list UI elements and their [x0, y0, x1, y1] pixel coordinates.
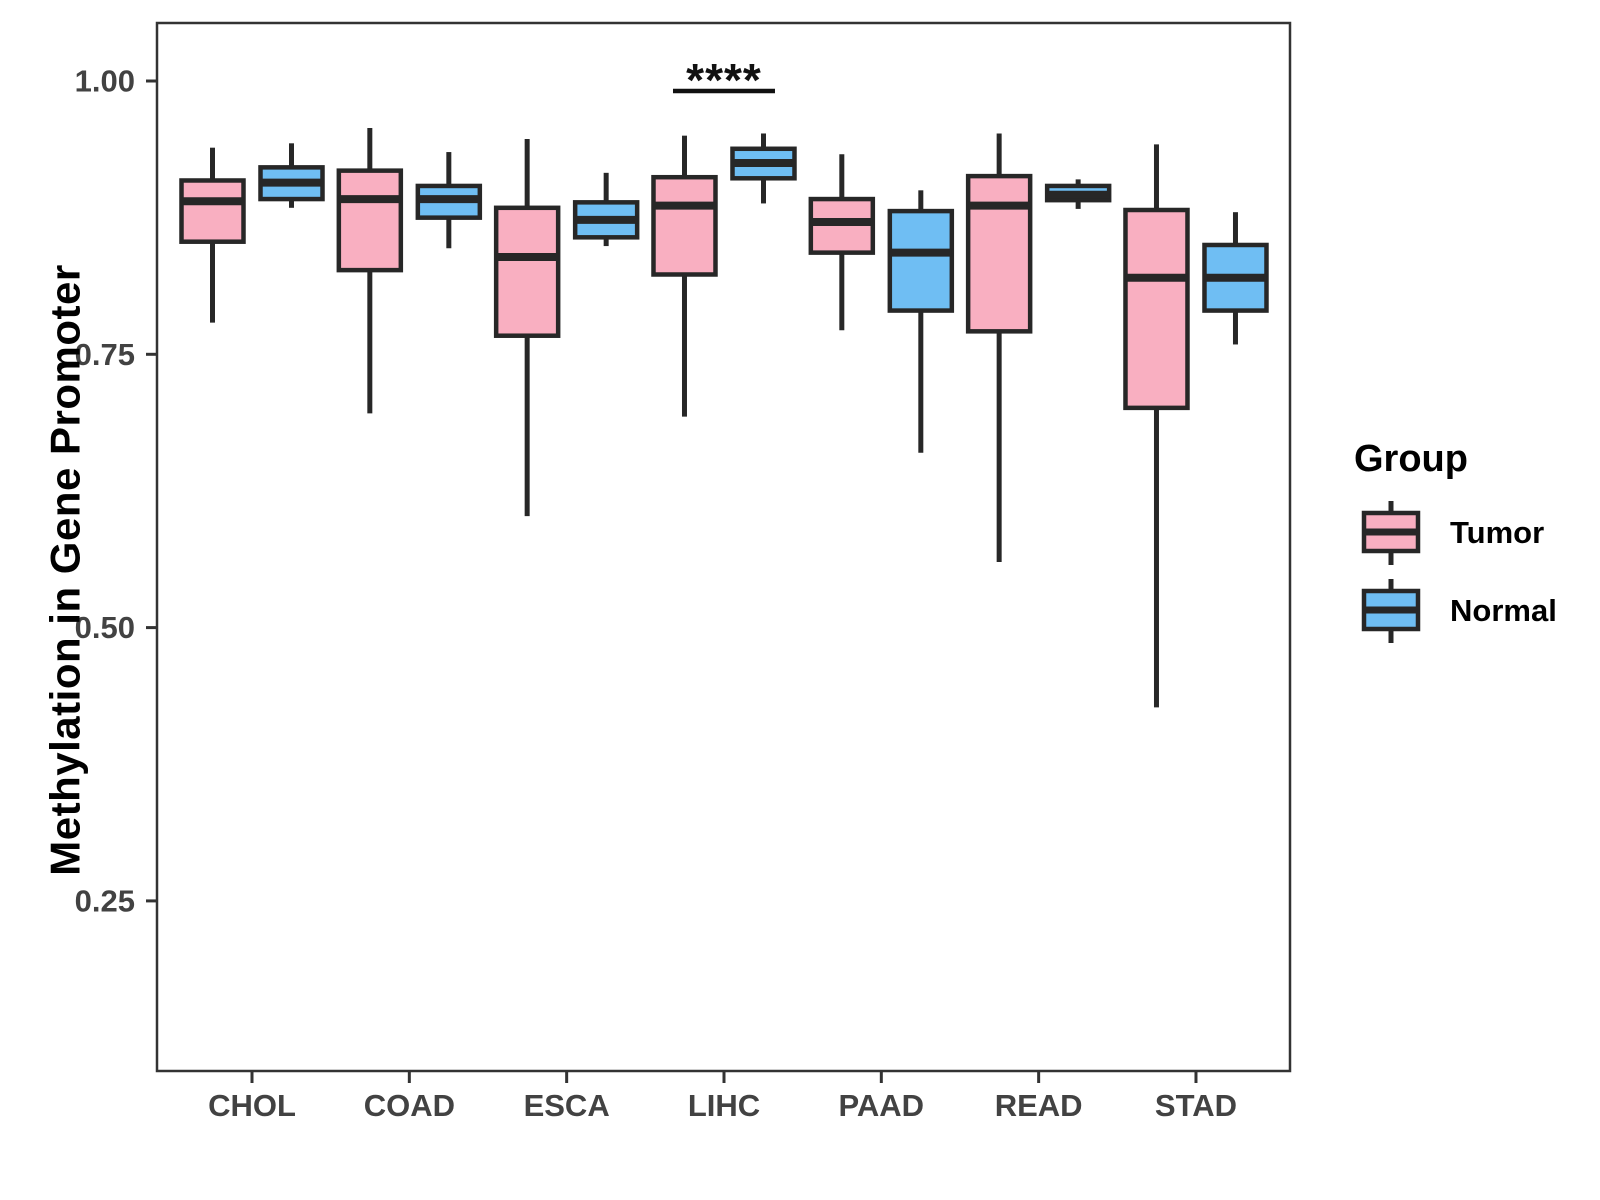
legend-item-normal: Normal: [1360, 577, 1596, 645]
x-tick-label-esca: ESCA: [524, 1088, 610, 1123]
legend-label-tumor: Tumor: [1450, 515, 1545, 550]
x-tick-label-chol: CHOL: [208, 1088, 296, 1123]
y-tick-label: 0.50: [75, 610, 135, 645]
tumor-boxplot-icon: [1361, 501, 1421, 565]
legend-title: Group: [1354, 438, 1468, 480]
y-tick-label: 0.25: [75, 883, 135, 918]
significance-stars: ****: [686, 54, 762, 106]
y-tick-label: 1.00: [75, 64, 135, 99]
x-tick-label-lihc: LIHC: [688, 1088, 760, 1123]
box-lihc-tumor: [651, 174, 718, 277]
panel-border: [155, 21, 1292, 1073]
box-read-tumor: [965, 173, 1033, 334]
x-tick-label-coad: COAD: [364, 1088, 455, 1123]
box-chol-tumor: [179, 178, 246, 244]
legend: Group Tumor Normal: [1330, 438, 1596, 655]
box-esca-tumor: [493, 205, 561, 338]
legend-label-normal: Normal: [1450, 593, 1557, 628]
x-tick-label-read: READ: [995, 1088, 1083, 1123]
box-paad-normal: [887, 208, 955, 313]
x-tick-label-stad: STAD: [1155, 1088, 1237, 1123]
legend-item-tumor: Tumor: [1360, 499, 1596, 567]
normal-boxplot-icon: [1361, 579, 1421, 643]
y-tick-label: 0.75: [75, 337, 135, 372]
x-tick-label-paad: PAAD: [839, 1088, 925, 1123]
box-stad-tumor: [1123, 207, 1190, 411]
box-coad-tumor: [336, 168, 404, 273]
